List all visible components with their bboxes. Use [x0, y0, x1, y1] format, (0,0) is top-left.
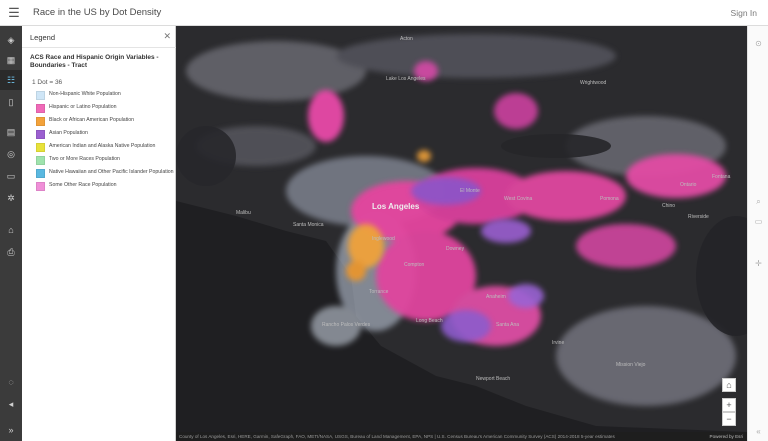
home-button[interactable]: ⌂ — [722, 378, 736, 392]
black-population-dots — [346, 150, 431, 281]
measure-icon[interactable]: ▭ — [754, 217, 763, 226]
place-label: West Covina — [504, 196, 533, 202]
place-label: Anaheim — [486, 294, 506, 300]
gallery-icon[interactable]: ◌ — [8, 377, 14, 387]
right-tool-strip: ⊙ ⌕ ▭ ✛ « — [747, 26, 768, 441]
ocean-area — [176, 201, 747, 432]
asian-population-dots — [411, 177, 544, 342]
sign-in-link[interactable]: Sign In — [730, 8, 757, 18]
place-label: El Monte — [460, 188, 480, 194]
locate-icon[interactable]: ✛ — [755, 259, 762, 268]
collapse-icon[interactable]: » — [8, 425, 14, 435]
legend-item: Some Other Race Population — [36, 182, 174, 191]
legend-item-label: Non-Hispanic White Population — [49, 91, 121, 97]
legend-item-label: American Indian and Alaska Native Popula… — [49, 143, 156, 149]
legend-item-label: Black or African American Population — [49, 117, 135, 123]
unpopulated-areas — [176, 126, 747, 336]
map-attribution: County of Los Angeles, Esri, HERE, Garmi… — [176, 432, 747, 441]
feedback-icon[interactable]: ◂ — [8, 398, 14, 409]
dot-density-layer — [176, 34, 747, 432]
zoom-in-button[interactable]: + — [722, 398, 736, 412]
legend-item: Native Hawaiian and Other Pacific Island… — [36, 169, 174, 178]
place-label: Chino — [662, 203, 676, 209]
place-label: Lake Los Angeles — [386, 76, 426, 82]
place-label: Los Angeles — [372, 202, 420, 211]
legend-swatch — [36, 91, 45, 100]
place-label: Acton — [400, 36, 413, 42]
place-label: Compton — [404, 262, 425, 268]
place-label: Mission Viejo — [616, 362, 646, 368]
place-label: Rancho Palos Verdes — [322, 322, 371, 328]
search-icon[interactable]: ⌕ — [756, 197, 761, 206]
legend-item-label: Hispanic or Latino Population — [49, 104, 117, 110]
place-label: Santa Ana — [496, 322, 520, 328]
legend-item: Hispanic or Latino Population — [36, 104, 174, 113]
info-icon[interactable]: ⊙ — [755, 39, 762, 48]
legend-swatch — [36, 169, 45, 178]
legend-panel: Legend ✕ ACS Race and Hispanic Origin Va… — [22, 26, 176, 441]
legend-swatch — [36, 182, 45, 191]
legend-item: Asian Population — [36, 130, 174, 139]
legend-swatch — [36, 130, 45, 139]
table-icon[interactable]: ▤ — [6, 126, 16, 137]
place-label: Long Beach — [416, 318, 443, 324]
legend-item: Two or More Races Population — [36, 156, 174, 165]
dot-value-note: 1 Dot = 36 — [32, 79, 63, 86]
place-label: Malibu — [236, 210, 251, 216]
app-title: Race in the US by Dot Density — [33, 7, 162, 18]
place-label: Inglewood — [372, 236, 395, 242]
place-label: Newport Beach — [476, 376, 511, 382]
analysis-icon[interactable]: ◎ — [7, 148, 15, 159]
legend-item-label: Native Hawaiian and Other Pacific Island… — [49, 169, 174, 175]
place-label: Wrightwood — [580, 80, 607, 86]
legend-icon[interactable]: ☷ — [0, 70, 22, 90]
attribution-text: County of Los Angeles, Esri, HERE, Garmi… — [179, 434, 615, 439]
basemap-icon[interactable]: ▦ — [6, 54, 16, 65]
place-label: Downey — [446, 246, 465, 252]
legend-swatch — [36, 156, 45, 165]
legend-item: Black or African American Population — [36, 117, 174, 126]
legend-item-label: Some Other Race Population — [49, 182, 117, 188]
legend-list: Non-Hispanic White Population Hispanic o… — [36, 91, 174, 195]
map-view[interactable]: Acton Lake Los Angeles Wrightwood Los An… — [176, 26, 747, 432]
legend-swatch — [36, 117, 45, 126]
legend-item: Non-Hispanic White Population — [36, 91, 174, 100]
settings-icon[interactable]: ✲ — [7, 192, 15, 203]
place-label: Torrance — [369, 289, 389, 295]
legend-swatch — [36, 104, 45, 113]
legend-swatch — [36, 143, 45, 152]
share-icon[interactable]: ⌂ — [8, 225, 14, 235]
menu-icon[interactable]: ☰ — [8, 5, 20, 20]
place-label: Ontario — [680, 182, 697, 188]
place-label: Pomona — [600, 196, 619, 202]
top-bar: ☰ Race in the US by Dot Density Sign In — [0, 0, 768, 26]
legend-panel-title: Legend — [30, 33, 56, 42]
legend-item-label: Asian Population — [49, 130, 88, 136]
place-label: Fontana — [712, 174, 731, 180]
place-label: Irvine — [552, 340, 565, 346]
close-icon[interactable]: ✕ — [163, 31, 171, 41]
legend-panel-header: Legend ✕ — [22, 26, 176, 48]
place-label: Riverside — [688, 214, 709, 220]
folder-icon[interactable]: ▭ — [6, 170, 16, 181]
legend-item: American Indian and Alaska Native Popula… — [36, 143, 174, 152]
place-label: Santa Monica — [293, 222, 324, 228]
legend-item-label: Two or More Races Population — [49, 156, 120, 162]
zoom-out-button[interactable]: − — [722, 412, 736, 426]
side-rail: ◈ ▦ ☷ ▯ ▤ ◎ ▭ ✲ ⌂ ⎙ ◌ ◂ » — [0, 26, 22, 441]
print-icon[interactable]: ⎙ — [7, 246, 15, 257]
expand-icon[interactable]: « — [756, 427, 761, 436]
bookmark-icon[interactable]: ▯ — [8, 96, 14, 107]
layer-title: ACS Race and Hispanic Origin Variables -… — [30, 54, 159, 69]
layers-icon[interactable]: ◈ — [7, 34, 15, 45]
powered-by[interactable]: Powered by Esri — [709, 434, 743, 439]
